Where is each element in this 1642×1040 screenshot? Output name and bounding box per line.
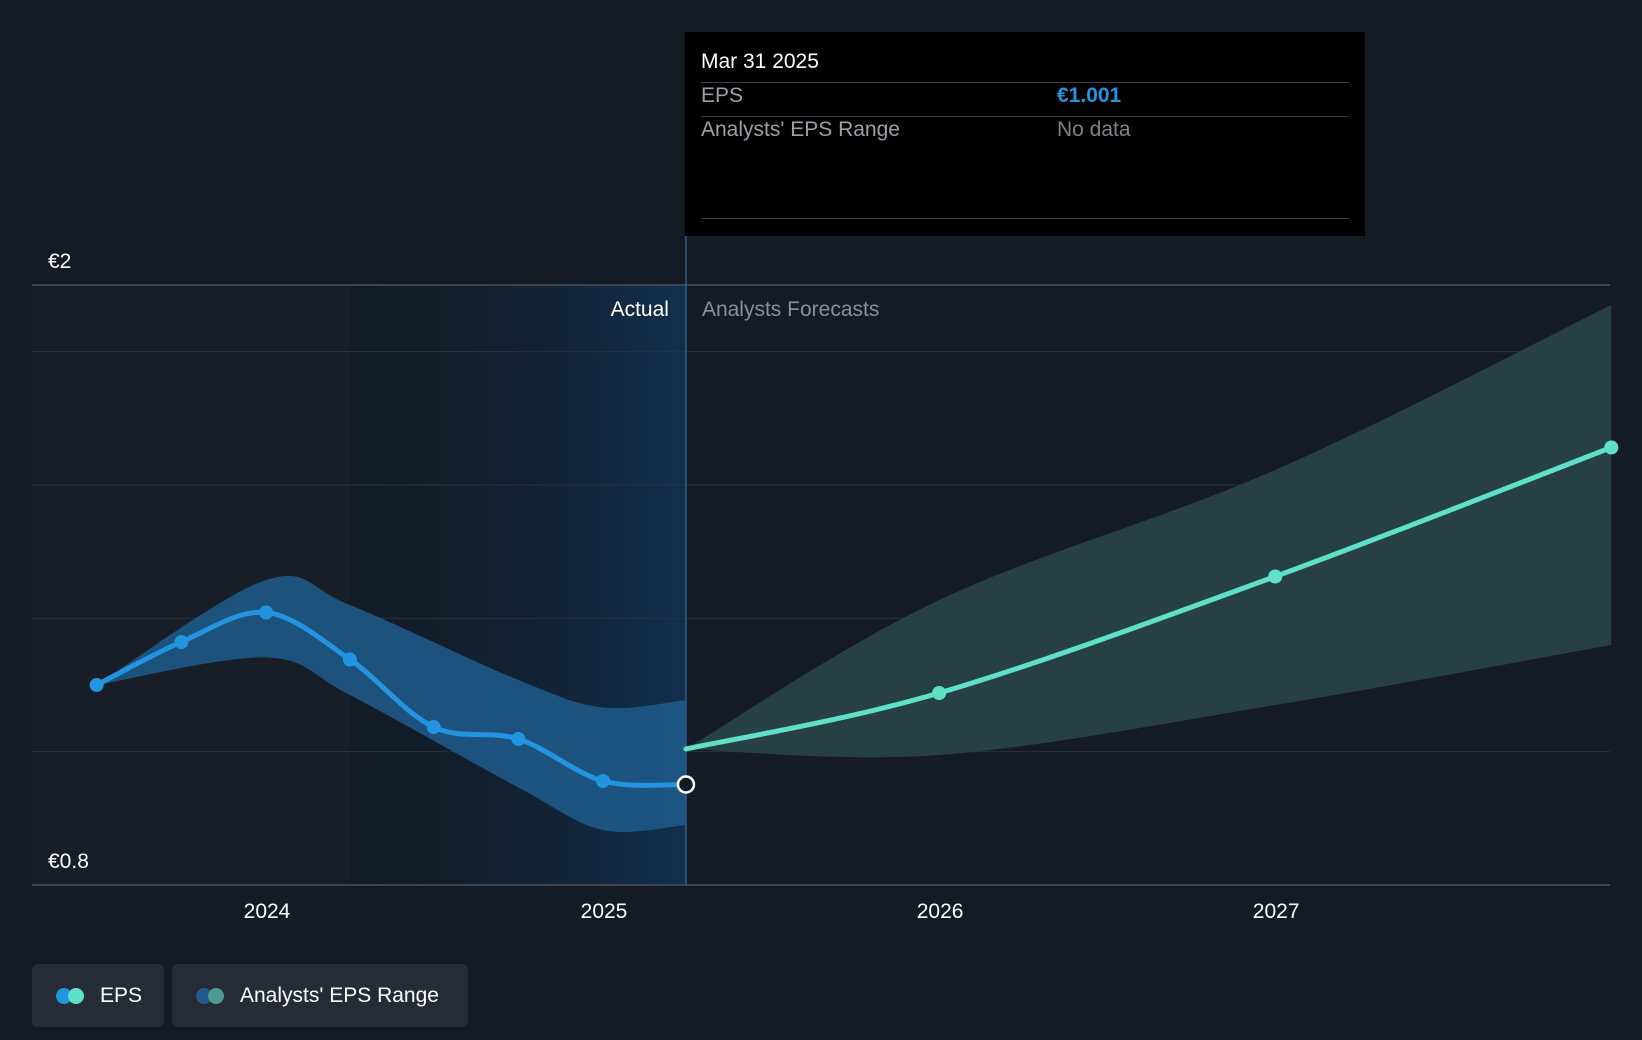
- x-tick-label: 2027: [1253, 900, 1300, 923]
- data-tooltip: Mar 31 2025 EPS €1.001 Analysts' EPS Ran…: [685, 32, 1365, 236]
- y-axis-top-label: €2: [48, 250, 71, 273]
- eps-point-actual[interactable]: [259, 605, 274, 620]
- eps-point-actual[interactable]: [174, 635, 189, 649]
- range-area-actual: [96, 575, 686, 832]
- x-tick-label: 2026: [917, 900, 964, 923]
- forecast-region-label: Analysts Forecasts: [702, 298, 879, 321]
- tooltip-date: Mar 31 2025: [701, 50, 819, 73]
- y-axis-bottom-label: €0.8: [48, 850, 89, 873]
- series-lines: [94, 445, 1614, 788]
- eps-line-actual: [94, 609, 689, 788]
- tooltip-range-label: Analysts' EPS Range: [701, 118, 900, 141]
- eps-legend-icon: [56, 987, 86, 1004]
- range-area-forecast: [685, 305, 1612, 758]
- tooltip-divider: [701, 116, 1349, 117]
- legend-label-eps-range: Analysts' EPS Range: [240, 983, 439, 1007]
- eps-point-forecast[interactable]: [1268, 569, 1283, 584]
- x-tick-label: 2025: [581, 900, 628, 923]
- tooltip-divider: [701, 82, 1349, 83]
- x-axis-ticks: 2024 2025 2026 2027: [244, 900, 1300, 923]
- series-points: [89, 440, 1619, 794]
- tooltip-eps-label: EPS: [701, 84, 744, 107]
- tooltip-divider: [701, 218, 1349, 219]
- tooltip-eps-value: €1.001: [1057, 84, 1122, 107]
- eps-point-forecast[interactable]: [1604, 440, 1619, 455]
- legend-item-eps[interactable]: EPS: [32, 964, 164, 1027]
- actual-region-label: Actual: [611, 298, 669, 321]
- eps-range-legend-icon: [196, 987, 226, 1004]
- eps-point-actual[interactable]: [596, 774, 611, 788]
- legend-dot-range-forecast: [208, 987, 224, 1004]
- eps-point-forecast[interactable]: [932, 686, 947, 700]
- eps-point-actual[interactable]: [342, 652, 357, 667]
- eps-line-forecast: [683, 445, 1614, 752]
- legend-label-eps: EPS: [100, 983, 143, 1007]
- eps-point-actual[interactable]: [676, 775, 696, 794]
- eps-point-actual[interactable]: [511, 732, 526, 746]
- legend-item-eps-range[interactable]: Analysts' EPS Range: [172, 964, 468, 1027]
- range-areas: [96, 305, 1612, 832]
- x-tick-label: 2024: [244, 900, 291, 923]
- tooltip-range-value: No data: [1057, 118, 1131, 141]
- legend-dot-forecast: [68, 987, 84, 1004]
- eps-point-actual[interactable]: [89, 678, 104, 692]
- eps-point-actual[interactable]: [426, 720, 441, 734]
